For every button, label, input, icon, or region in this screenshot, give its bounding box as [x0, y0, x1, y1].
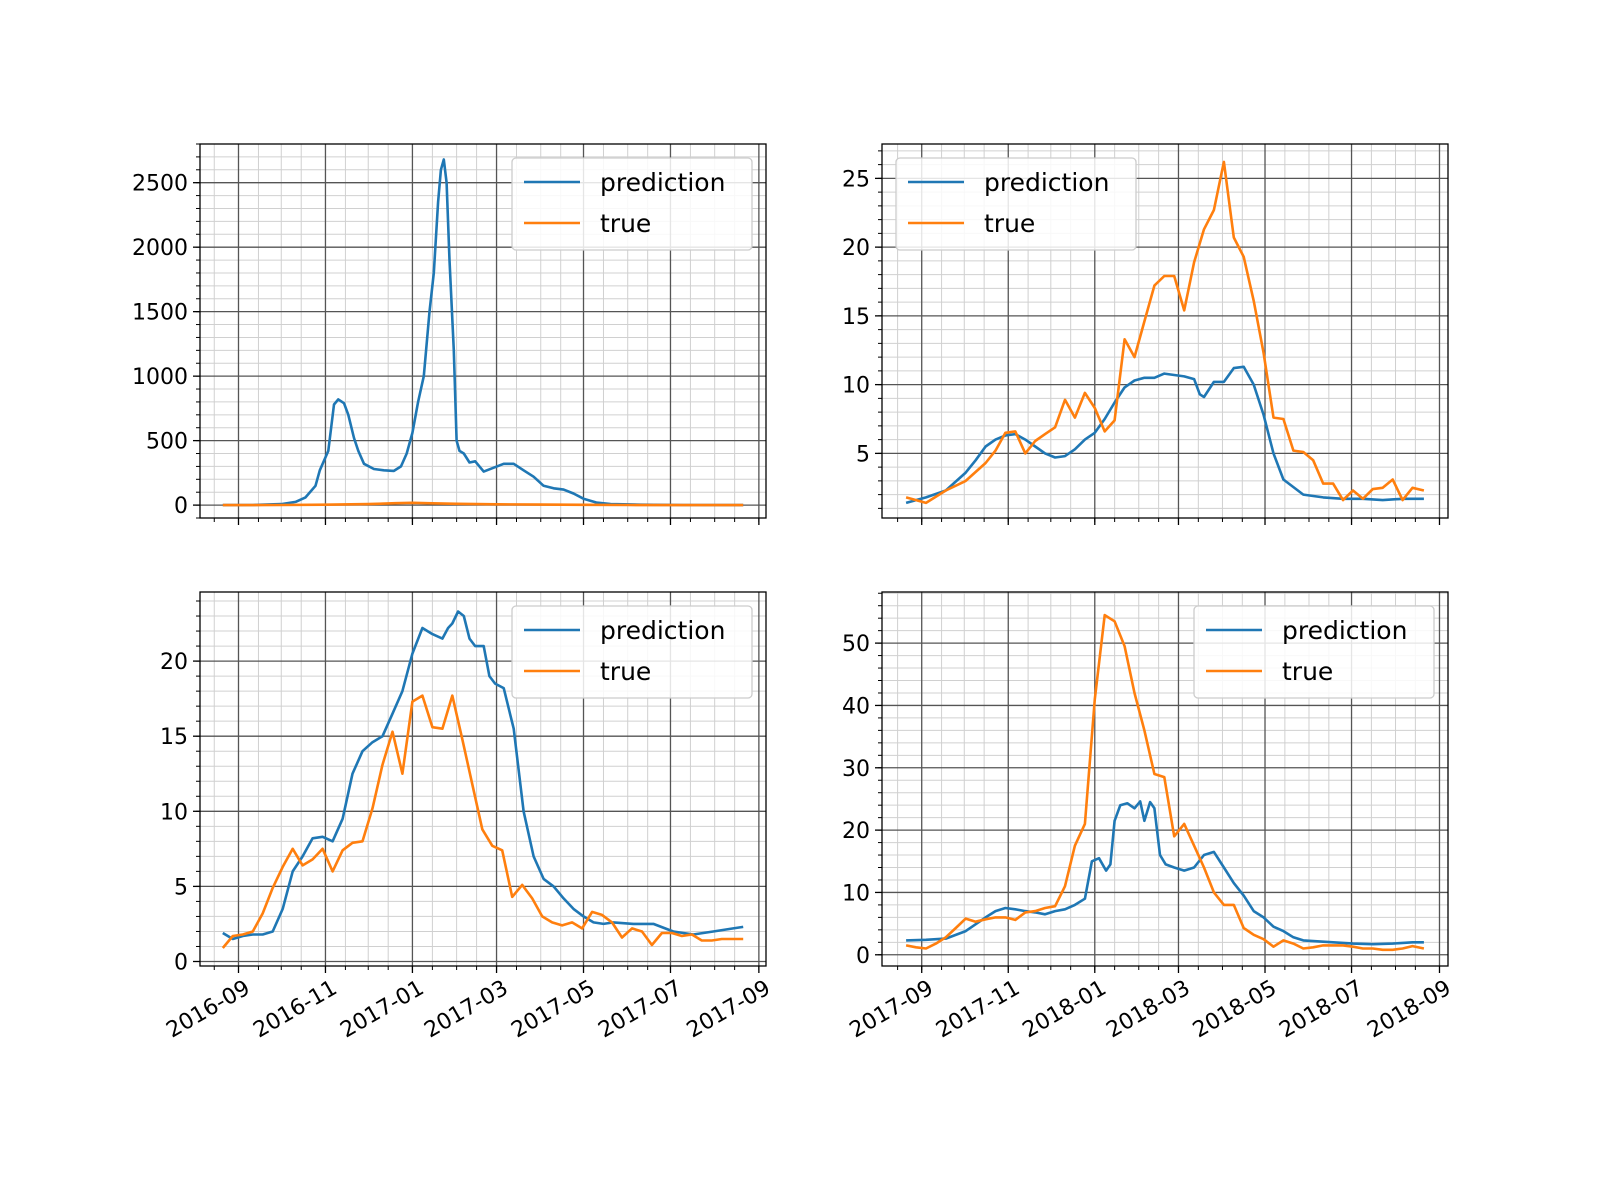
y-tick-label: 20 — [842, 819, 870, 844]
subplot-4: 010203040502017-092017-112018-012018-032… — [842, 591, 1455, 1043]
series-line-prediction — [905, 365, 1424, 505]
axes-frame — [199, 591, 767, 967]
axes-frame — [881, 143, 1449, 519]
y-tick-label: 0 — [174, 494, 188, 519]
y-tick-label: 20 — [160, 650, 188, 675]
legend-label-prediction: prediction — [1282, 616, 1407, 645]
y-tick-label: 1500 — [132, 301, 188, 326]
legend-label-true: true — [600, 657, 651, 686]
series-group — [905, 160, 1425, 505]
legend-label-prediction: prediction — [600, 168, 725, 197]
legend-label-true: true — [600, 209, 651, 238]
legend: prediction true — [895, 157, 1137, 251]
y-tick-label: 20 — [842, 236, 870, 261]
legend-label-prediction: prediction — [600, 616, 725, 645]
legend: prediction true — [1193, 605, 1435, 699]
series-line-prediction — [222, 158, 744, 507]
series-line-true — [905, 160, 1425, 505]
series-line-true — [221, 694, 744, 949]
series-line-prediction — [222, 610, 744, 941]
axes-frame — [199, 143, 767, 519]
axes-frame — [881, 591, 1449, 967]
y-tick-label: 10 — [160, 800, 188, 825]
y-tick-label: 50 — [842, 632, 870, 657]
subplot-1: 0 500 1000 1500 2000 2500 prediction true — [132, 143, 767, 525]
series-group — [905, 613, 1425, 952]
series-group — [221, 610, 744, 949]
y-tick-label: 5 — [856, 442, 870, 467]
legend: prediction true — [511, 605, 753, 699]
y-tick-label: 2500 — [132, 172, 188, 197]
legend-label-true: true — [984, 209, 1035, 238]
y-tick-label: 40 — [842, 694, 870, 719]
series-line-true — [222, 501, 744, 507]
y-tick-label: 15 — [842, 305, 870, 330]
y-tick-label: 30 — [842, 757, 870, 782]
y-tick-label: 10 — [842, 881, 870, 906]
grid — [200, 592, 766, 966]
y-tick-label: 5 — [174, 875, 188, 900]
legend-label-prediction: prediction — [984, 168, 1109, 197]
series-group — [222, 158, 744, 507]
y-tick-label: 10 — [842, 374, 870, 399]
y-tick-label: 1000 — [132, 365, 188, 390]
y-tick-label: 0 — [174, 950, 188, 975]
y-tick-label: 15 — [160, 725, 188, 750]
legend: prediction true — [511, 157, 753, 251]
series-line-true — [905, 613, 1425, 952]
y-tick-label: 25 — [842, 167, 870, 192]
y-tick-label: 500 — [146, 430, 188, 455]
y-tick-label: 2000 — [132, 236, 188, 261]
subplot-2: 5 10 15 20 25 prediction true — [842, 143, 1449, 525]
y-tick-label: 0 — [856, 944, 870, 969]
legend-label-true: true — [1282, 657, 1333, 686]
